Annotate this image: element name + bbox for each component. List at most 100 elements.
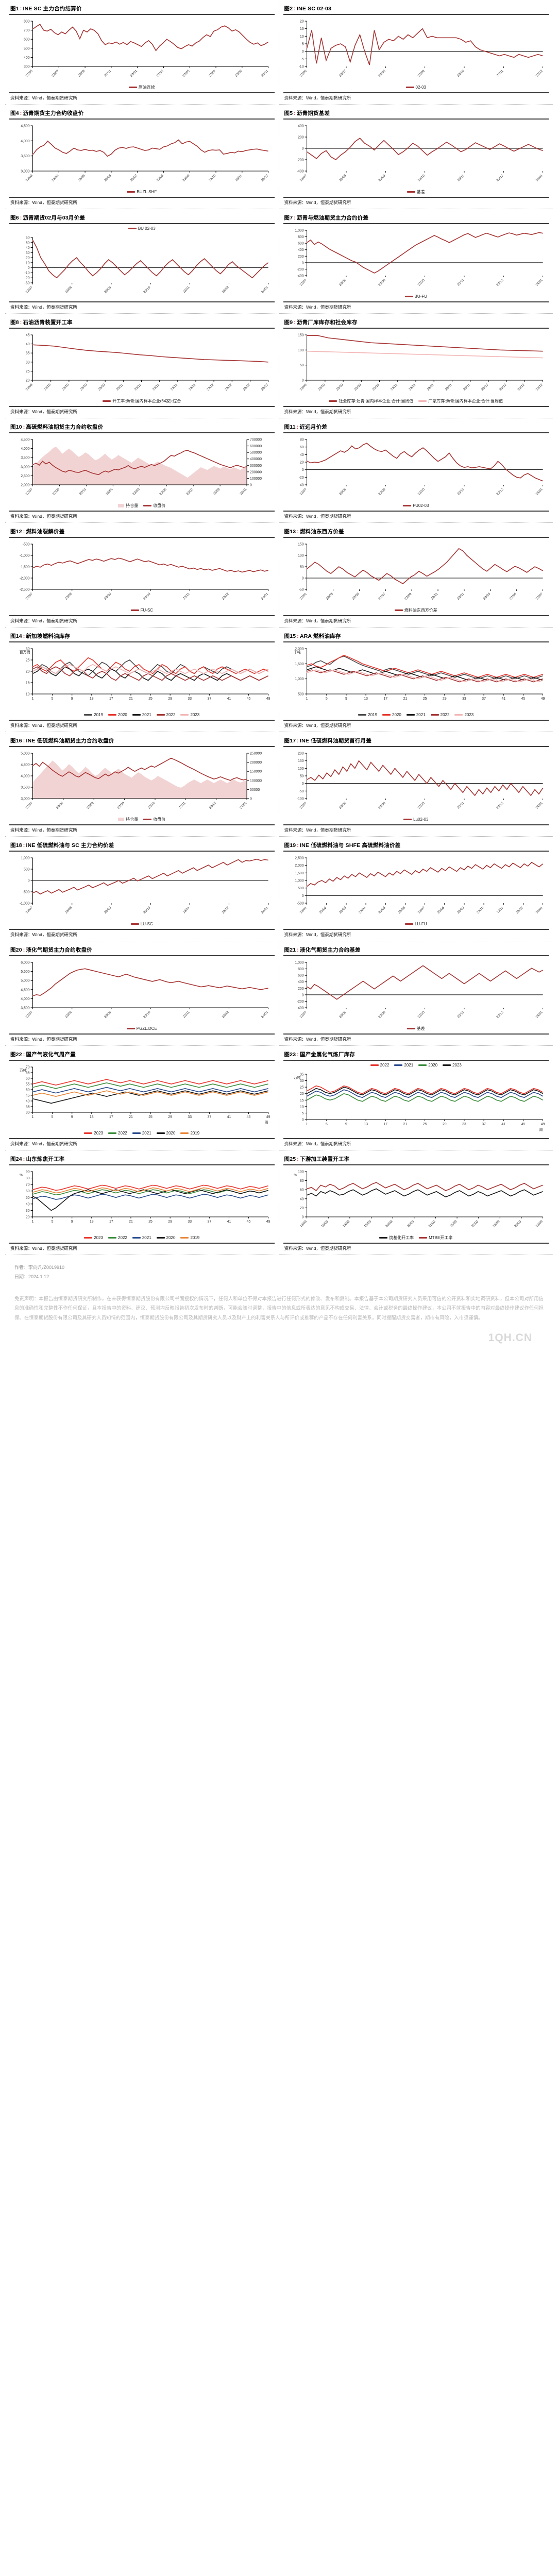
svg-text:-1,000: -1,000 — [20, 902, 30, 905]
svg-text:23/11: 23/11 — [390, 383, 398, 391]
svg-text:37: 37 — [482, 1123, 486, 1126]
svg-text:3,500: 3,500 — [21, 786, 29, 789]
svg-text:700000: 700000 — [250, 438, 262, 442]
svg-text:0: 0 — [301, 577, 303, 580]
title-colon: : — [23, 424, 25, 430]
svg-text:13: 13 — [364, 1123, 368, 1126]
svg-text:4,500: 4,500 — [21, 763, 29, 767]
legend-item: 收盘价 — [143, 817, 165, 822]
svg-text:300: 300 — [24, 65, 30, 69]
svg-text:23/11: 23/11 — [496, 906, 504, 914]
legend-label: 持仓量 — [126, 817, 139, 822]
chart-source-23: 资料来源：Wind，恒泰期货研究所 — [283, 1138, 549, 1149]
svg-text:23/07: 23/07 — [25, 285, 34, 294]
svg-text:35: 35 — [26, 1105, 30, 1109]
legend-item: 2022 — [370, 1062, 389, 1068]
legend-item: 开工率:沥青:国内样本企业(64家):综合 — [103, 398, 181, 404]
svg-text:41: 41 — [227, 1220, 231, 1224]
legend-item: 社会库存:沥青:国内样本企业:合计:当周值 — [329, 398, 413, 404]
svg-text:40: 40 — [299, 1197, 303, 1201]
svg-text:22/01: 22/01 — [299, 592, 308, 601]
svg-text:80: 80 — [299, 438, 303, 442]
chart-source-13: 资料来源：Wind，恒泰期货研究所 — [283, 615, 549, 626]
svg-text:4,500: 4,500 — [21, 988, 29, 992]
chart-title-13: 图13: 燃料油东西方价差 — [283, 526, 549, 537]
svg-text:40: 40 — [299, 453, 303, 457]
title-rule — [283, 641, 549, 642]
svg-text:24/01: 24/01 — [261, 592, 269, 601]
legend-label: 2022 — [166, 713, 176, 717]
chart-cell-23: 图23: 国产金属化气炼厂库存 2022 2021 2020 2023 万吨 0 5 10 15 20… — [279, 1046, 553, 1150]
svg-text:万吨: 万吨 — [20, 1068, 27, 1073]
chart-number: 图24 — [10, 1156, 22, 1162]
title-colon: : — [294, 319, 296, 326]
svg-text:4,500: 4,500 — [21, 438, 29, 442]
svg-text:23/07: 23/07 — [299, 278, 308, 287]
title-colon: : — [23, 947, 25, 953]
chart-legend-22: 2023 2022 2021 2020 2019 — [9, 1130, 275, 1137]
svg-text:百万桶: 百万桶 — [20, 650, 30, 654]
svg-text:23/09: 23/09 — [104, 1010, 112, 1019]
legend-item: 持仓量 — [118, 503, 138, 509]
svg-text:23/03: 23/03 — [25, 174, 34, 182]
svg-text:23/12: 23/12 — [222, 906, 230, 914]
chart-plot-23: 万吨 0 5 10 15 20 25 30 35 1 5 9 13 17 21 25 29 33 37 41 45 49 周 — [283, 1069, 549, 1137]
svg-text:-10: -10 — [25, 272, 30, 275]
svg-text:24/01: 24/01 — [239, 801, 248, 810]
title-rule — [9, 1060, 275, 1061]
chart-cell-20: 图20: 液化气期货主力合约收盘价 3,500 4,000 4,500 5,000 5,50… — [5, 941, 279, 1046]
svg-text:45: 45 — [521, 1123, 525, 1126]
legend-item: 2020 — [156, 1235, 175, 1241]
svg-text:60: 60 — [26, 1190, 30, 1193]
legend-label: LU-FU — [414, 922, 427, 926]
svg-text:23/06: 23/06 — [104, 174, 112, 182]
title-colon: : — [23, 633, 25, 639]
legend-label: 2021 — [142, 713, 151, 717]
legend-item: 2020 — [382, 712, 401, 718]
chart-number: 图2 — [284, 6, 293, 12]
svg-text:23/06: 23/06 — [299, 69, 308, 78]
svg-text:23/03: 23/03 — [132, 487, 141, 496]
chart-source-24: 资料来源：Wind，恒泰期货研究所 — [9, 1243, 275, 1253]
title-colon: : — [20, 110, 22, 116]
chart-legend-top-23: 2022 2021 2020 2023 — [283, 1062, 549, 1069]
svg-text:-30: -30 — [25, 281, 30, 285]
chart-legend-24: 2023 2022 2021 2020 2019 — [9, 1234, 275, 1242]
svg-text:-1,500: -1,500 — [20, 565, 30, 569]
legend-swatch — [132, 1237, 141, 1239]
chart-title-16: 图16: INE 低硫燃料油期货主力合约收盘价 — [9, 735, 275, 746]
title-rule — [9, 537, 275, 538]
legend-swatch — [180, 1237, 189, 1239]
svg-text:24/01: 24/01 — [535, 487, 544, 496]
chart-title-4: 图4: 沥青期货主力合约收盘价 — [9, 108, 275, 118]
svg-text:0: 0 — [28, 879, 30, 883]
legend-label: FU02-03 — [413, 503, 429, 508]
svg-text:35: 35 — [26, 352, 30, 355]
chart-title-21: 图21: 液化气期货主力合约基差 — [283, 944, 549, 955]
chart-cell-4: 图4: 沥青期货主力合约收盘价 3,000 3,500 4,000 4,500 23/03 2… — [5, 105, 279, 209]
svg-text:45: 45 — [521, 697, 525, 701]
title-rule — [283, 328, 549, 329]
legend-label: 2019 — [190, 1131, 200, 1136]
svg-text:20: 20 — [26, 379, 30, 382]
title-colon: : — [23, 529, 25, 535]
chart-number: 图17 — [284, 738, 296, 744]
svg-text:23/10: 23/10 — [79, 383, 88, 392]
chart-number: 图20 — [10, 947, 22, 953]
svg-text:20/03: 20/03 — [385, 1219, 394, 1228]
svg-text:0: 0 — [301, 147, 303, 150]
title-colon: : — [20, 319, 22, 326]
legend-swatch — [108, 1132, 117, 1134]
svg-text:-50: -50 — [298, 790, 303, 793]
legend-swatch — [405, 87, 414, 89]
svg-text:80: 80 — [26, 1177, 30, 1180]
svg-text:23/10: 23/10 — [417, 278, 426, 287]
svg-text:5,000: 5,000 — [21, 979, 29, 983]
chart-legend-10: 持仓量 收盘价 — [9, 502, 275, 510]
legend-swatch — [382, 714, 391, 716]
svg-text:0: 0 — [301, 261, 303, 265]
legend-swatch — [418, 1064, 427, 1066]
svg-text:23/11: 23/11 — [182, 906, 191, 914]
svg-text:23/11: 23/11 — [134, 383, 142, 391]
chart-source-25: 资料来源：Wind，恒泰期货研究所 — [283, 1243, 549, 1253]
